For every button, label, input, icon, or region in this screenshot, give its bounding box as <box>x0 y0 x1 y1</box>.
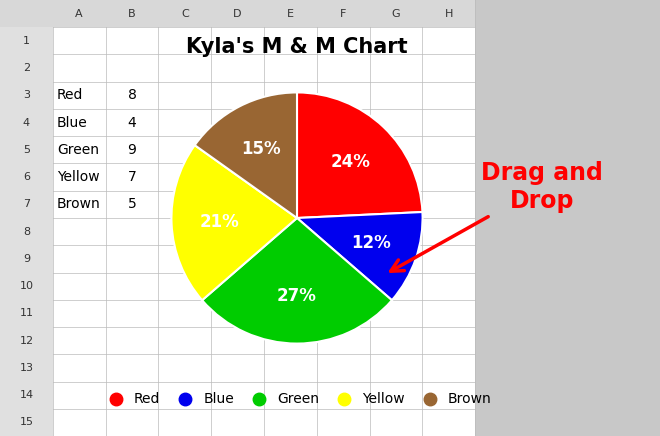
Wedge shape <box>195 92 297 218</box>
Text: 1: 1 <box>23 36 30 46</box>
Text: 9: 9 <box>127 143 137 157</box>
Text: Red: Red <box>57 89 83 102</box>
Text: 4: 4 <box>127 116 137 129</box>
Text: 12: 12 <box>19 336 34 346</box>
Text: 5: 5 <box>127 198 137 211</box>
Text: 12%: 12% <box>350 235 391 252</box>
Text: 4: 4 <box>23 118 30 128</box>
Bar <box>0 0 475 27</box>
Text: 8: 8 <box>127 89 137 102</box>
Text: 27%: 27% <box>277 287 317 305</box>
Text: 2: 2 <box>23 63 30 73</box>
Wedge shape <box>297 92 422 218</box>
Text: 6: 6 <box>23 172 30 182</box>
Text: 24%: 24% <box>331 153 371 170</box>
Text: 11: 11 <box>19 308 34 318</box>
Text: 15%: 15% <box>242 140 281 158</box>
Text: Green: Green <box>57 143 99 157</box>
Bar <box>0 0 475 436</box>
Text: 15: 15 <box>19 417 34 427</box>
Text: 7: 7 <box>127 170 137 184</box>
Text: Drag and
Drop: Drag and Drop <box>391 161 603 271</box>
Wedge shape <box>202 218 392 344</box>
Wedge shape <box>297 212 422 300</box>
Text: H: H <box>445 9 453 19</box>
Text: 10: 10 <box>19 281 34 291</box>
Bar <box>475 0 660 436</box>
Text: 9: 9 <box>23 254 30 264</box>
Title: Kyla's M & M Chart: Kyla's M & M Chart <box>186 37 408 57</box>
Text: 13: 13 <box>19 363 34 373</box>
Text: A: A <box>75 9 83 19</box>
Text: 14: 14 <box>19 390 34 400</box>
Text: C: C <box>181 9 189 19</box>
Text: 21%: 21% <box>199 213 239 231</box>
Text: E: E <box>287 9 294 19</box>
Text: D: D <box>234 9 242 19</box>
Text: B: B <box>128 9 136 19</box>
Text: G: G <box>391 9 401 19</box>
Wedge shape <box>172 145 297 300</box>
Text: 3: 3 <box>23 90 30 100</box>
Legend: Red, Blue, Green, Yellow, Brown: Red, Blue, Green, Yellow, Brown <box>96 387 498 412</box>
Text: Brown: Brown <box>57 198 101 211</box>
Text: 5: 5 <box>23 145 30 155</box>
Text: 7: 7 <box>23 199 30 209</box>
Bar <box>0 27 53 436</box>
Text: 8: 8 <box>23 227 30 237</box>
Text: Yellow: Yellow <box>57 170 100 184</box>
Text: F: F <box>340 9 347 19</box>
Text: Blue: Blue <box>57 116 88 129</box>
